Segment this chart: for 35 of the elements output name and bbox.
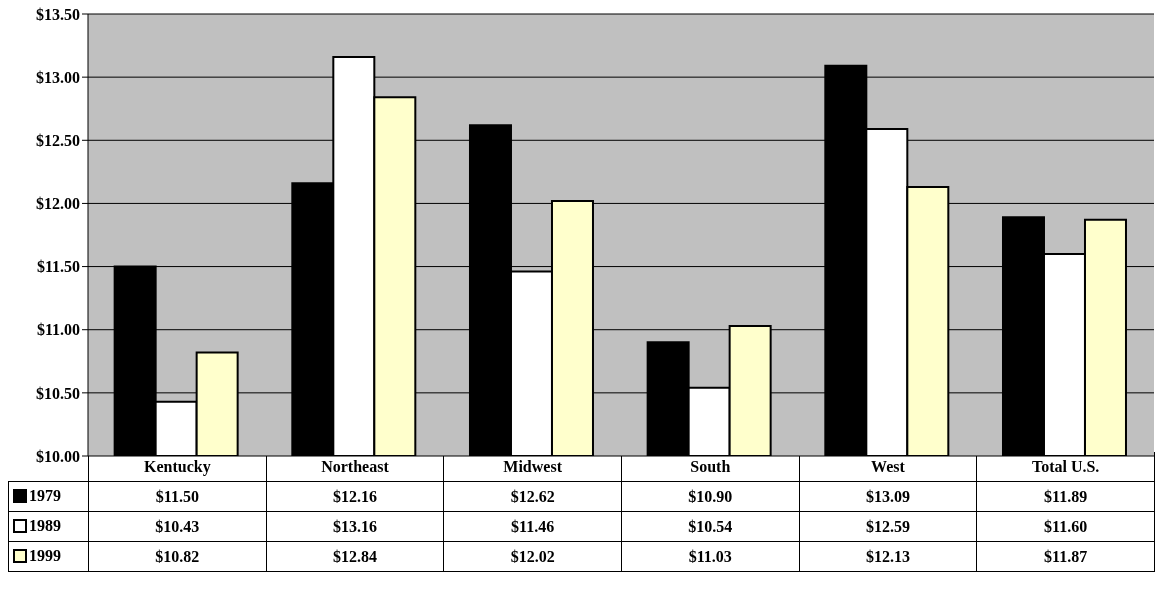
legend-label: 1999 — [29, 546, 61, 565]
data-label: $10.43 — [88, 511, 267, 542]
y-tick-label: $10.00 — [36, 447, 80, 465]
data-label: $10.90 — [621, 481, 800, 512]
x-tick-label: Midwest — [443, 452, 622, 482]
x-tick-label: West — [799, 452, 977, 482]
data-label: $12.13 — [799, 541, 977, 572]
y-tick-label: $13.50 — [36, 5, 80, 23]
y-tick-label: $13.00 — [36, 68, 80, 86]
y-tick-label: $12.00 — [36, 195, 80, 213]
x-tick-label: South — [621, 452, 800, 482]
x-tick-label: Northeast — [266, 452, 444, 482]
data-label: $12.62 — [443, 481, 622, 512]
data-label: $13.09 — [799, 481, 977, 512]
legend-label: 1989 — [29, 516, 61, 535]
y-tick-label: $11.50 — [36, 258, 80, 276]
data-label: $11.50 — [88, 481, 267, 512]
y-tick-label: $12.50 — [36, 131, 80, 149]
data-label: $10.82 — [88, 541, 267, 572]
data-label: $12.16 — [266, 481, 444, 512]
legend-label: 1979 — [29, 486, 61, 505]
y-tick-label: $11.00 — [36, 321, 80, 339]
x-tick-label: Kentucky — [88, 452, 267, 482]
y-tick-label: $10.50 — [36, 384, 80, 402]
data-label: $12.84 — [266, 541, 444, 572]
data-label: $11.87 — [976, 541, 1155, 572]
data-label: $10.54 — [621, 511, 800, 542]
data-label: $11.89 — [976, 481, 1155, 512]
x-tick-label: Total U.S. — [976, 452, 1155, 482]
data-label: $11.46 — [443, 511, 622, 542]
data-label: $12.02 — [443, 541, 622, 572]
data-label: $12.59 — [799, 511, 977, 542]
data-label: $11.60 — [976, 511, 1155, 542]
data-label: $11.03 — [621, 541, 800, 572]
data-label: $13.16 — [266, 511, 444, 542]
